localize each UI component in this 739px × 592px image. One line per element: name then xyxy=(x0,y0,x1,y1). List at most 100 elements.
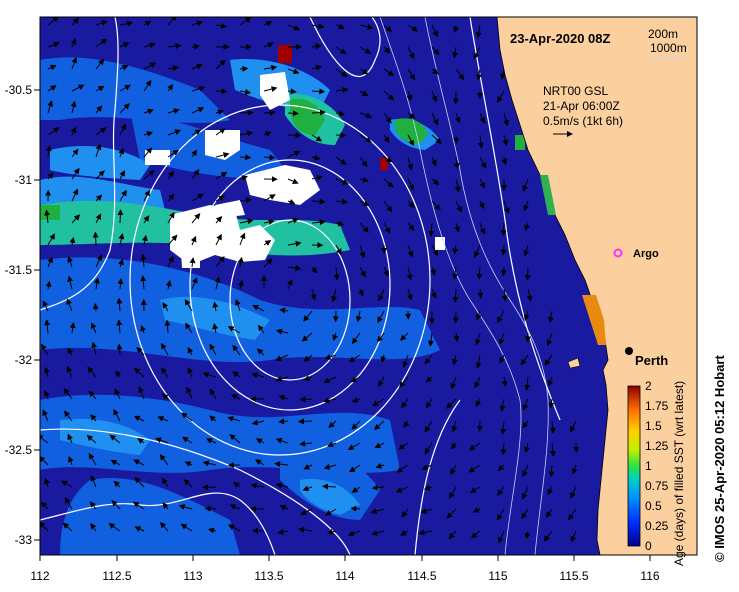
current-vector xyxy=(165,280,172,290)
current-vector xyxy=(430,266,436,276)
current-vector xyxy=(450,442,457,450)
current-vector xyxy=(63,410,73,422)
current-vector xyxy=(499,68,506,80)
current-info-line: NRT00 GSL xyxy=(543,84,608,98)
current-vector xyxy=(44,390,50,400)
current-vector xyxy=(162,502,169,510)
current-vector xyxy=(239,218,254,225)
current-vector xyxy=(263,20,273,27)
current-vector xyxy=(359,156,368,167)
current-vector xyxy=(452,288,459,303)
current-vector xyxy=(499,398,506,412)
current-vector xyxy=(141,234,148,246)
current-vector xyxy=(359,266,366,278)
current-info-line: 0.5m/s (1kt 6h) xyxy=(543,114,623,128)
current-vector xyxy=(287,217,299,224)
current-vector xyxy=(167,193,175,202)
current-vector xyxy=(287,68,300,75)
current-vector xyxy=(311,88,326,95)
current-vector xyxy=(202,371,217,378)
x-tick-label: 115.5 xyxy=(559,569,588,583)
current-vector xyxy=(323,463,337,470)
depth-legend-1000m: 1000m xyxy=(650,41,687,55)
rottnest-island xyxy=(567,357,581,369)
current-vector xyxy=(500,244,507,256)
coastal-orange-strip xyxy=(582,295,606,345)
current-vector xyxy=(119,20,134,27)
current-vector xyxy=(114,388,121,400)
current-vector xyxy=(191,129,202,136)
current-vector xyxy=(331,288,338,303)
current-vector xyxy=(500,222,507,237)
current-vector xyxy=(227,326,241,334)
current-vector xyxy=(407,46,415,60)
argo-float-icon xyxy=(613,248,623,258)
current-vector xyxy=(275,482,289,489)
current-vector xyxy=(359,134,372,143)
current-vector xyxy=(47,233,55,246)
x-tick-label: 116 xyxy=(640,569,659,583)
current-vector xyxy=(69,236,76,246)
current-vector xyxy=(348,354,361,363)
current-vector xyxy=(89,501,97,510)
current-vector xyxy=(95,58,105,70)
colorbar-title: Age (days) of filled SST (wrt latest) xyxy=(672,381,686,566)
current-vector xyxy=(546,508,553,518)
current-vector xyxy=(454,112,461,124)
current-vector xyxy=(278,418,289,425)
current-vector xyxy=(472,507,481,513)
current-vector xyxy=(110,459,121,466)
current-vector xyxy=(335,87,349,93)
current-vector xyxy=(119,189,127,202)
current-vector xyxy=(90,474,97,488)
current-vector xyxy=(257,324,265,334)
current-vector xyxy=(398,442,409,450)
current-vector xyxy=(453,156,460,170)
current-vector xyxy=(239,175,248,181)
current-vector xyxy=(215,216,223,224)
current-vector xyxy=(407,178,414,191)
current-vector xyxy=(451,354,458,366)
sst-old-pixels xyxy=(278,45,388,170)
current-vector xyxy=(287,110,299,117)
current-vector xyxy=(263,219,275,225)
x-tick-label: 114 xyxy=(335,569,354,583)
current-vector xyxy=(167,234,178,246)
current-vector xyxy=(311,109,326,116)
current-vector xyxy=(215,256,225,268)
current-vector xyxy=(143,147,153,158)
y-tick-label: -31.5 xyxy=(5,263,33,277)
current-vector xyxy=(523,200,529,212)
current-vector xyxy=(157,416,169,422)
current-vector xyxy=(303,375,313,381)
current-vector xyxy=(116,343,123,356)
current-vector xyxy=(69,322,76,334)
current-vector xyxy=(228,524,241,532)
current-vector xyxy=(67,256,73,268)
current-vector xyxy=(44,477,50,488)
current-vector xyxy=(92,231,99,246)
current-vector xyxy=(159,521,169,532)
current-vector xyxy=(570,420,577,433)
current-vector xyxy=(90,522,97,532)
current-vector xyxy=(275,437,289,444)
current-vector xyxy=(215,171,228,180)
current-vector xyxy=(181,412,193,422)
current-vector xyxy=(350,376,361,383)
current-vector xyxy=(383,222,391,234)
current-vector xyxy=(71,17,80,26)
current-vector xyxy=(335,220,345,227)
current-vector xyxy=(95,213,102,224)
current-vector xyxy=(215,195,226,202)
current-vector xyxy=(95,143,102,158)
current-vector xyxy=(427,332,434,347)
current-vector xyxy=(359,46,372,54)
current-vector xyxy=(205,438,217,444)
current-vector xyxy=(323,376,337,384)
current-vector xyxy=(311,64,322,71)
current-vector xyxy=(234,298,241,312)
current-vector xyxy=(446,398,457,409)
current-vector xyxy=(67,347,74,356)
current-vector xyxy=(204,505,217,512)
current-vector xyxy=(358,288,364,297)
